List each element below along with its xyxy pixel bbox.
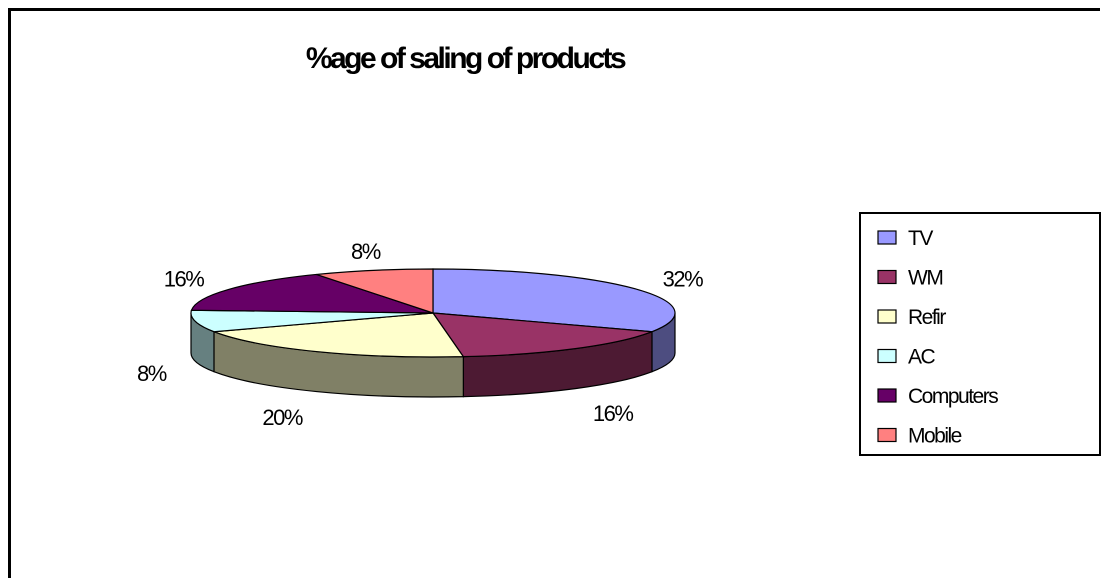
legend-label-tv: TV [908, 227, 933, 250]
pie-slice-tv [432, 268, 676, 333]
data-label-ac: 8% [137, 361, 167, 386]
legend: TV WM Refir AC Computers Mobile [859, 212, 1101, 456]
pie-slice-wm [431, 312, 653, 358]
data-label-tv: 32% [663, 267, 703, 292]
legend-label-computers: Computers [908, 385, 998, 408]
data-label-mobile: 8% [351, 239, 381, 264]
pie-slice-ac [190, 309, 434, 333]
legend-swatch-wm [877, 269, 897, 285]
legend-swatch-refir [877, 309, 897, 324]
data-label-wm: 16% [593, 401, 633, 426]
legend-label-ac: AC [908, 346, 936, 369]
data-label-computers: 16% [164, 267, 204, 292]
legend-swatch-tv [877, 230, 897, 245]
pie-slice-mobile [316, 268, 434, 314]
chart-title: %age of saling of products [306, 42, 626, 75]
pie-slice-computers [190, 273, 434, 314]
pie-group [190, 268, 676, 398]
pie-slice-refir [213, 312, 465, 358]
legend-swatch-computers [877, 388, 897, 403]
legend-label-wm: WM [908, 267, 942, 290]
data-labels: 32% 16% 20% 8% 16% 8% [137, 239, 705, 430]
legend-label-refir: Refir [908, 306, 946, 329]
legend-box [859, 212, 1101, 456]
legend-label-mobile: Mobile [908, 425, 962, 448]
legend-swatch-ac [877, 348, 897, 364]
data-label-refir: 20% [262, 405, 302, 430]
legend-swatch-mobile [877, 427, 897, 443]
